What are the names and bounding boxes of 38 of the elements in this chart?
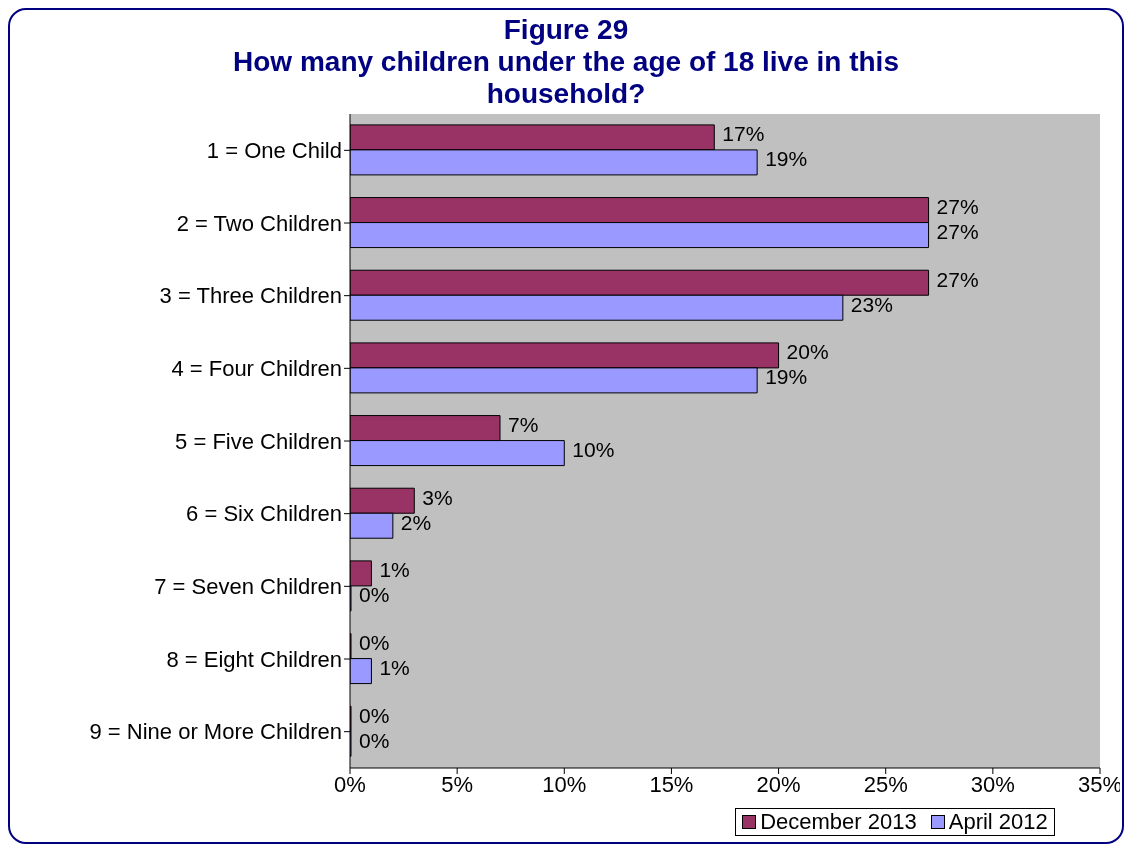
x-tick-label: 10% bbox=[542, 771, 587, 797]
y-tick-label: 9 = Nine or More Children bbox=[89, 719, 342, 745]
y-tick-label: 1 = One Child bbox=[206, 138, 342, 164]
x-tick-label: 0% bbox=[334, 771, 366, 797]
data-label: 27% bbox=[936, 195, 979, 219]
data-label: 19% bbox=[765, 365, 808, 389]
data-label: 17% bbox=[722, 122, 765, 146]
data-label: 0% bbox=[359, 703, 390, 727]
y-tick-label: 8 = Eight Children bbox=[166, 646, 342, 672]
data-label: 1% bbox=[379, 656, 410, 680]
y-tick-label: 7 = Seven Children bbox=[154, 574, 342, 600]
y-tick-label: 6 = Six Children bbox=[186, 501, 342, 527]
x-tick-label: 25% bbox=[863, 771, 908, 797]
data-label: 0% bbox=[359, 583, 390, 607]
y-tick-label: 5 = Five Children bbox=[175, 428, 342, 454]
y-tick-label: 4 = Four Children bbox=[171, 356, 342, 382]
x-tick-label: 20% bbox=[756, 771, 801, 797]
x-tick-label: 15% bbox=[649, 771, 694, 797]
chart-title: Figure 29 bbox=[502, 14, 630, 46]
y-tick-label: 3 = Three Children bbox=[159, 283, 342, 309]
data-label: 23% bbox=[850, 292, 893, 316]
legend-label: April 2012 bbox=[948, 809, 1048, 835]
data-label: 0% bbox=[359, 728, 390, 752]
data-label: 19% bbox=[765, 147, 808, 171]
data-label: 3% bbox=[422, 485, 453, 509]
data-label: 0% bbox=[359, 631, 390, 655]
legend-label: December 2013 bbox=[760, 809, 917, 835]
x-tick-label: 30% bbox=[970, 771, 1015, 797]
data-label: 27% bbox=[936, 267, 979, 291]
y-tick-label: 2 = Two Children bbox=[176, 210, 342, 236]
data-label: 7% bbox=[508, 413, 539, 437]
data-label: 10% bbox=[572, 438, 615, 462]
data-label: 20% bbox=[786, 340, 829, 364]
data-label: 1% bbox=[379, 558, 410, 582]
chart-subtitle: How many children under the age of 18 live in this household? bbox=[232, 46, 900, 110]
data-label: 27% bbox=[936, 220, 979, 244]
x-tick-label: 5% bbox=[441, 771, 474, 797]
data-label: 2% bbox=[400, 510, 432, 534]
